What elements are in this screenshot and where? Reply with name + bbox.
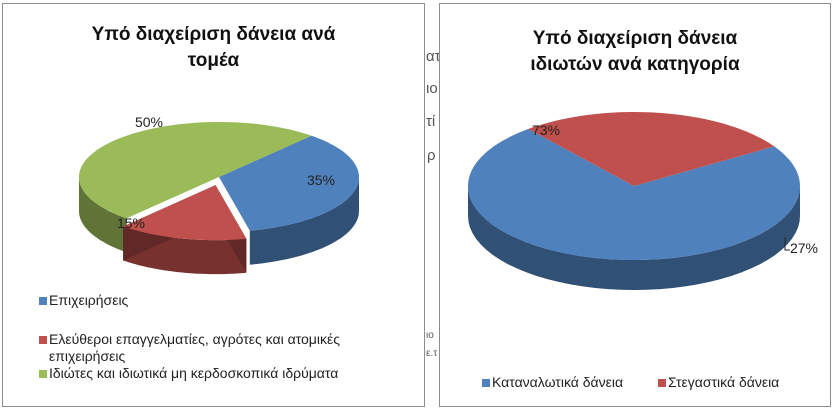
chart-title-line: Υπό διαχείριση δάνεια <box>532 28 738 49</box>
label-leader-line <box>784 237 790 251</box>
legend-swatch <box>658 379 666 387</box>
background-text-fragment: ρ <box>427 147 436 164</box>
legend-item-businesses: Επιχειρήσεις <box>39 292 129 309</box>
chart-title-line: τομέα <box>187 50 240 71</box>
pie-slice-wall <box>79 177 127 253</box>
pie-slice-wall <box>249 177 359 265</box>
pie-top-group <box>79 122 359 241</box>
legend-item-individuals: Ιδιώτες και ιδιωτικά μη κερδοσκοπικά ιδρ… <box>39 365 339 382</box>
pie-slice <box>528 112 775 186</box>
chart-title-line: Υπό διαχείριση δάνεια ανά <box>91 24 336 45</box>
pie-chart-category: 73% 27% <box>468 112 818 290</box>
chart-title-line: ιδιωτών ανά κατηγορία <box>530 54 740 75</box>
pie-data-label: 35% <box>307 172 335 188</box>
legend-label: Ιδιώτες και ιδιωτικά μη κερδοσκοπικά ιδρ… <box>49 365 339 381</box>
background-text-fragment: ατ <box>426 48 441 65</box>
legend-label: Καταναλωτικά δάνεια <box>492 374 624 390</box>
pie-depth-group <box>468 186 800 290</box>
legend-swatch <box>39 297 47 305</box>
pie-data-label: 27% <box>790 240 818 256</box>
legend-swatch <box>39 370 47 378</box>
background-text-fragment: ιο <box>426 330 434 341</box>
pie-slice <box>219 135 359 231</box>
pie-slice-wall <box>468 186 800 290</box>
legend-item-mortgage: Στεγαστικά δάνεια <box>658 374 780 391</box>
legend-label: Ελεύθεροι επαγγελματίες, αγρότες και ατο… <box>49 331 340 347</box>
legend-label: Επιχειρήσεις <box>49 292 129 308</box>
pie-slice <box>79 122 312 219</box>
pie-top-group <box>468 112 800 260</box>
legend-label: επιχειρήσεις <box>49 348 126 364</box>
background-text-fragment: ιο <box>426 80 438 97</box>
chart-title: Υπό διαχείριση δάνεια ανά τομέα <box>3 22 424 74</box>
legend-swatch <box>39 336 47 344</box>
legend-swatch <box>482 379 490 387</box>
chart-title: Υπό διαχείριση δάνεια ιδιωτών ανά κατηγο… <box>440 26 830 78</box>
pie-slice <box>468 129 800 260</box>
background-text-fragment: τί <box>426 113 436 130</box>
pie-data-label: 73% <box>532 122 560 138</box>
pie-slice <box>123 185 247 241</box>
legend-item-consumer: Καταναλωτικά δάνεια <box>482 374 624 391</box>
legend-label: Στεγαστικά δάνεια <box>668 374 780 390</box>
chart-panel-sector: Υπό διαχείριση δάνεια ανά τομέα 35% 15% 50… <box>2 3 425 407</box>
legend-item-professionals: Ελεύθεροι επαγγελματίες, αγρότες και ατο… <box>39 331 340 365</box>
pie-chart-sector: 35% 15% 50% <box>79 114 359 275</box>
chart-panel-category: Υπό διαχείριση δάνεια ιδιωτών ανά κατηγο… <box>439 3 831 407</box>
background-text-fragment: ε.τ <box>426 348 438 359</box>
pie-data-label: 50% <box>135 114 163 130</box>
pie-data-label: 15% <box>117 215 145 231</box>
